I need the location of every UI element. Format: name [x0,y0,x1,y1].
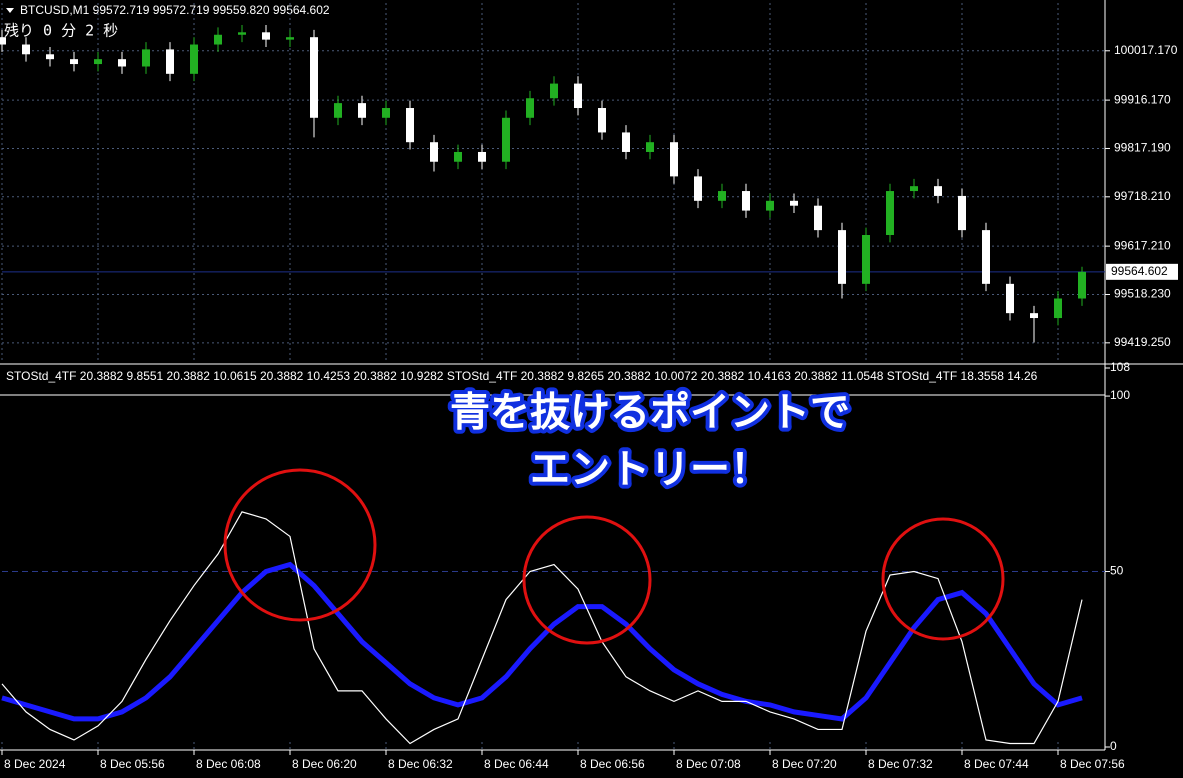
candle-body [406,108,414,143]
highlight-circle [881,517,1005,641]
x-tick-label: 8 Dec 06:44 [484,757,549,771]
y-tick-label: 99916.170 [1114,92,1171,106]
candle-body [1078,271,1086,299]
candle-body [958,195,966,231]
current-price-box [1106,263,1178,280]
y-tick-label: 99817.190 [1114,141,1171,155]
y-tick-label: 99718.210 [1114,189,1171,203]
annotation: エントリー！ [530,448,770,492]
candle-body [622,132,630,152]
series-line [1,511,1083,745]
candle-body [478,151,486,162]
candle-body [430,142,438,162]
chart-title: BTCUSD,M1 99572.719 99572.719 99559.820 … [20,3,330,17]
candle-body [766,200,774,211]
highlight-circle [223,468,377,622]
candle-body [982,230,990,284]
x-tick-label: 8 Dec 05:56 [100,757,165,771]
x-tick-label: 8 Dec 07:20 [772,757,837,771]
candle-body [814,205,822,231]
candle-body [718,191,726,201]
x-tick-label: 8 Dec 07:08 [676,757,741,771]
x-tick-label: 8 Dec 07:56 [1060,757,1125,771]
candle-body [142,49,150,67]
y-tick-label: 0 [1110,739,1117,753]
x-tick-label: 8 Dec 06:32 [388,757,453,771]
y-tick-label: 99518.230 [1114,287,1171,301]
candle-body [646,142,654,152]
candle-body [574,83,582,109]
y-tick-label: 100 [1110,388,1130,402]
candle-body [94,59,102,65]
annotation: 青を抜けるポイントで [450,391,850,435]
y-tick-label: 99419.250 [1114,335,1171,349]
y-tick-label: 108 [1110,360,1130,374]
candle-body [334,103,342,118]
x-tick-label: 8 Dec 06:08 [196,757,261,771]
candle-body [46,54,54,60]
candle-body [910,186,918,192]
x-tick-label: 8 Dec 06:56 [580,757,645,771]
candle-body [862,235,870,284]
candle-body [382,108,390,118]
candle-body [310,37,318,118]
y-tick-label: 100017.170 [1114,43,1178,57]
candle-body [1054,298,1062,319]
y-tick-label: 50 [1110,564,1124,578]
candle-body [1006,283,1014,314]
candle-body [670,142,678,177]
candle-body [286,37,294,40]
candle-body [118,59,126,67]
indicator-title: STOStd_4TF 20.3882 9.8551 20.3882 10.061… [6,369,1038,383]
candle-body [0,37,6,45]
candle-body [238,32,246,35]
candle-body [886,191,894,236]
candle-body [70,59,78,65]
candle-body [526,98,534,118]
candle-body [790,200,798,206]
x-tick-label: 8 Dec 06:20 [292,757,357,771]
candle-body [1030,313,1038,319]
menu-arrow [6,8,14,13]
candle-body [502,117,510,162]
candle-body [934,186,942,196]
current-price-label: 99564.602 [1111,264,1168,278]
candle-body [838,230,846,284]
countdown: 残り 0 分 2 秒 [4,22,118,40]
candle-body [166,49,174,74]
candle-body [358,103,366,118]
y-tick-label: 99617.210 [1114,238,1171,252]
candle-body [454,151,462,162]
series-line [1,561,1083,722]
candle-body [214,34,222,45]
candle-body [22,44,30,55]
candle-body [598,108,606,133]
x-tick-label: 8 Dec 2024 [4,757,66,771]
x-tick-label: 8 Dec 07:32 [868,757,933,771]
candle-body [694,176,702,201]
candle-body [550,83,558,99]
candle-body [742,191,750,211]
candle-body [190,44,198,74]
highlight-circle [522,515,652,645]
candle-body [262,32,270,40]
x-tick-label: 8 Dec 07:44 [964,757,1029,771]
